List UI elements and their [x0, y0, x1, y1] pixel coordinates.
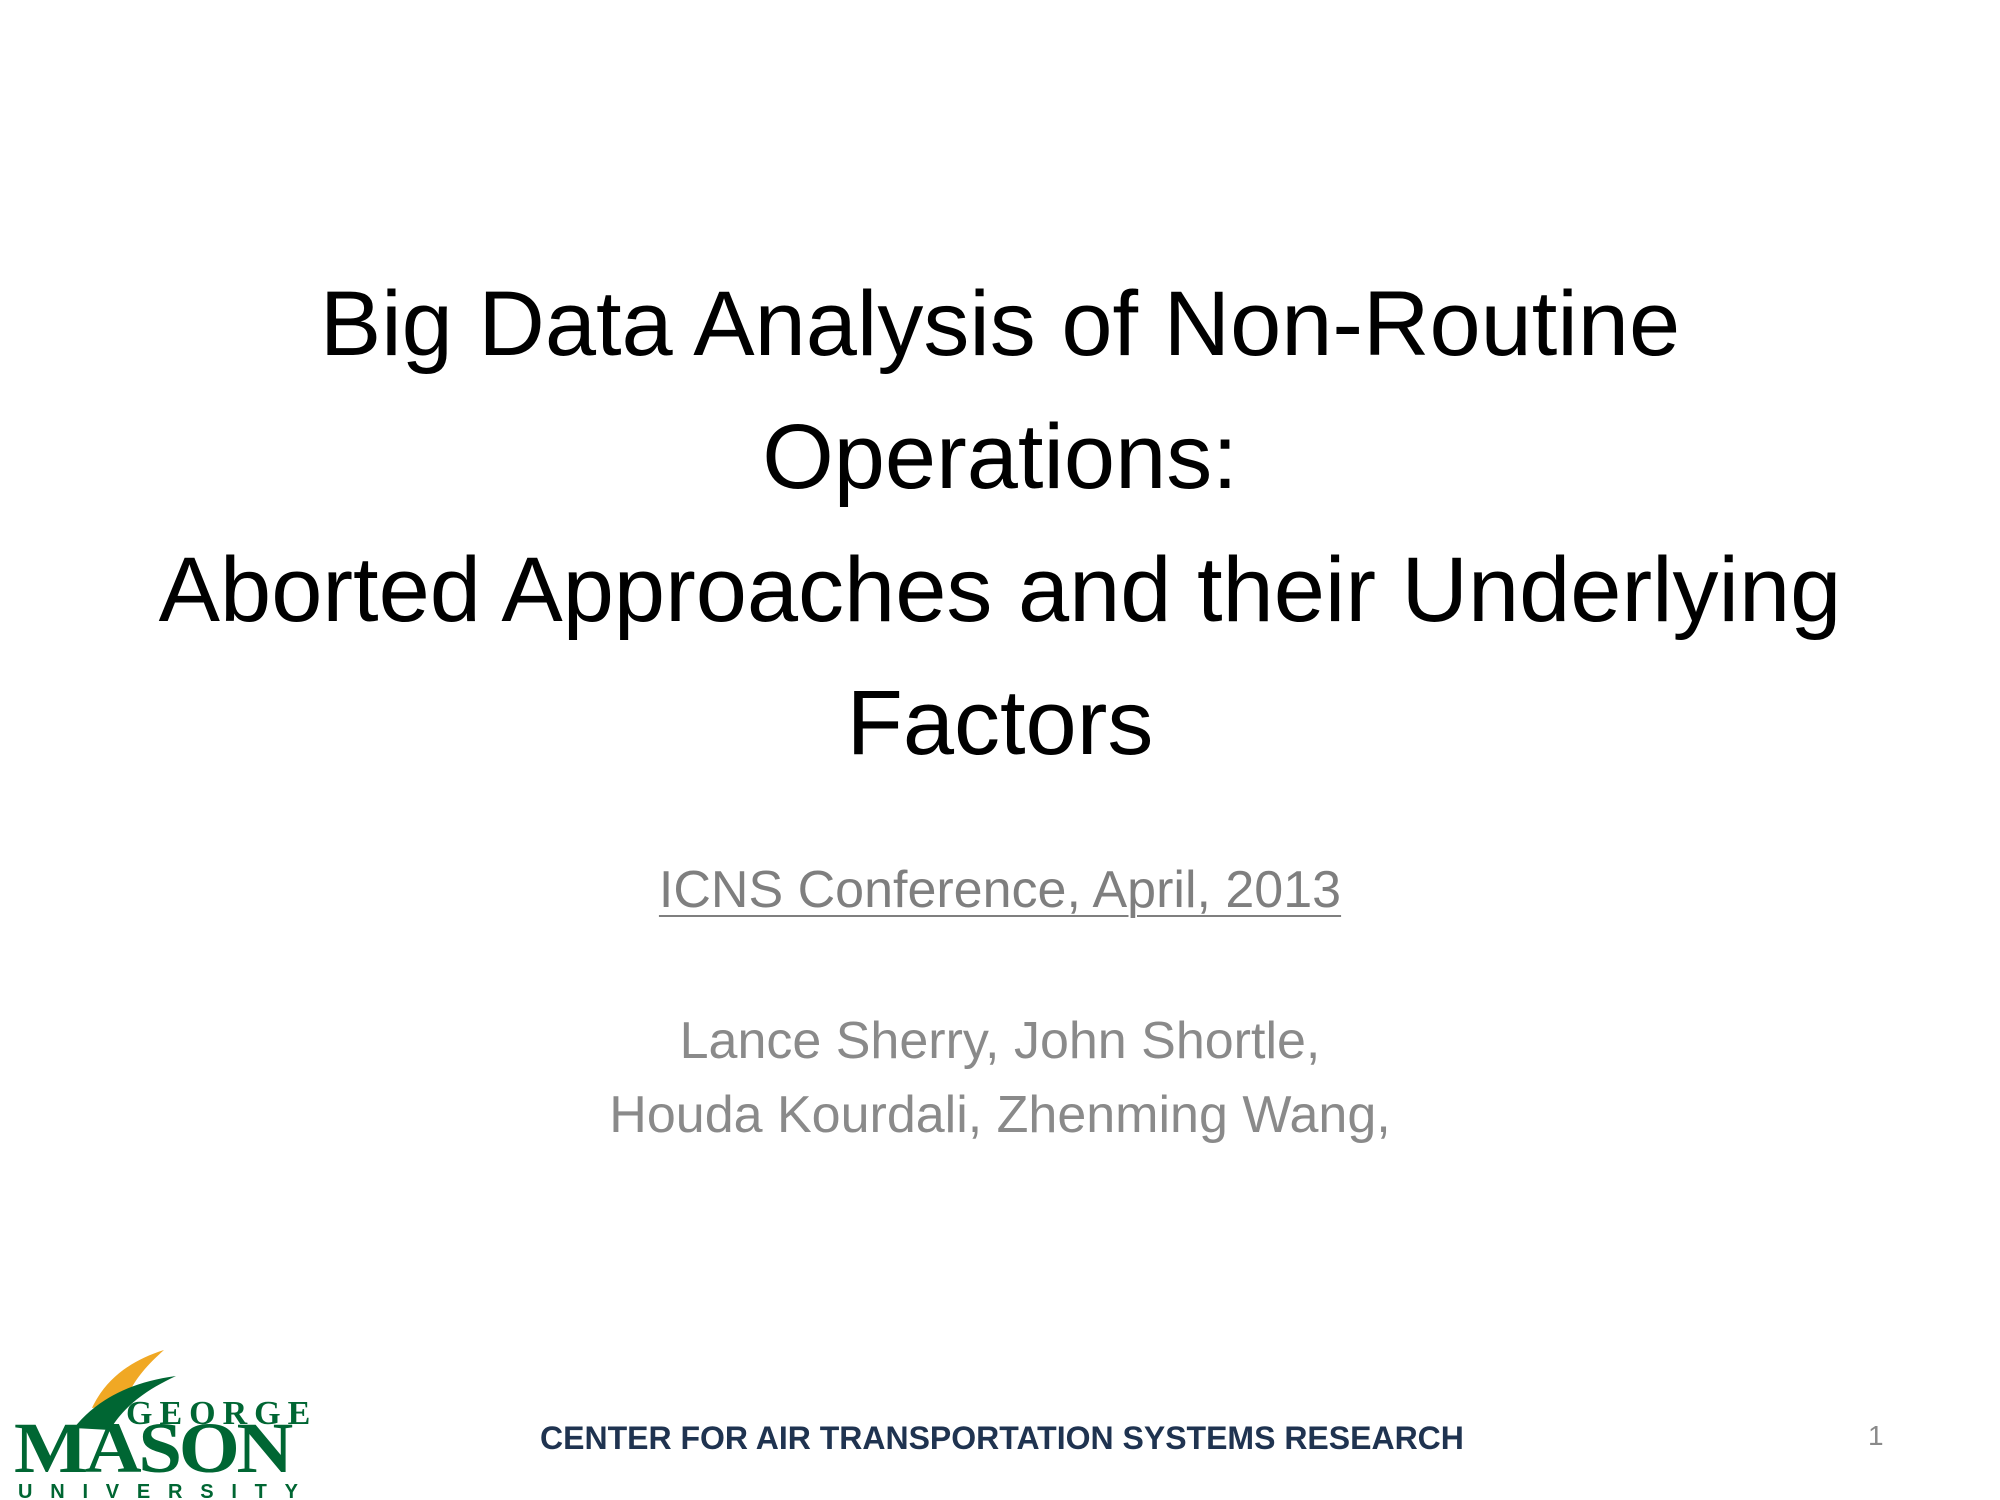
logo-mason-text: MASON [14, 1408, 293, 1488]
author-line-2: Houda Kourdali, Zhenming Wang, [609, 1086, 1391, 1144]
conference-link[interactable]: ICNS Conference, April, 2013 [658, 861, 1342, 919]
title-line-1: Big Data Analysis of Non-Routine [319, 273, 1681, 375]
title-line-2: Operations: [762, 406, 1238, 508]
title-line-3: Aborted Approaches and their Underlying [158, 539, 1842, 641]
author-line-1: Lance Sherry, John Shortle, [679, 1012, 1321, 1070]
title-line-4: Factors [846, 672, 1154, 774]
logo-gold-swoosh [92, 1350, 164, 1408]
logo-george-text: GEORGE [126, 1395, 314, 1432]
conference-line: ICNS Conference, April, 2013 [0, 858, 2000, 922]
logo-green-swoosh [74, 1376, 176, 1430]
author-list: Lance Sherry, John Shortle, Houda Kourda… [0, 1004, 2000, 1152]
footer-center-name: CENTER FOR AIR TRANSPORTATION SYSTEMS RE… [540, 1420, 1464, 1456]
page-number: 1 [1868, 1420, 1884, 1451]
slide-title: Big Data Analysis of Non-Routine Operati… [0, 258, 2000, 790]
george-mason-logo: GEORGE MASON UNIVERSITY [14, 1350, 314, 1500]
